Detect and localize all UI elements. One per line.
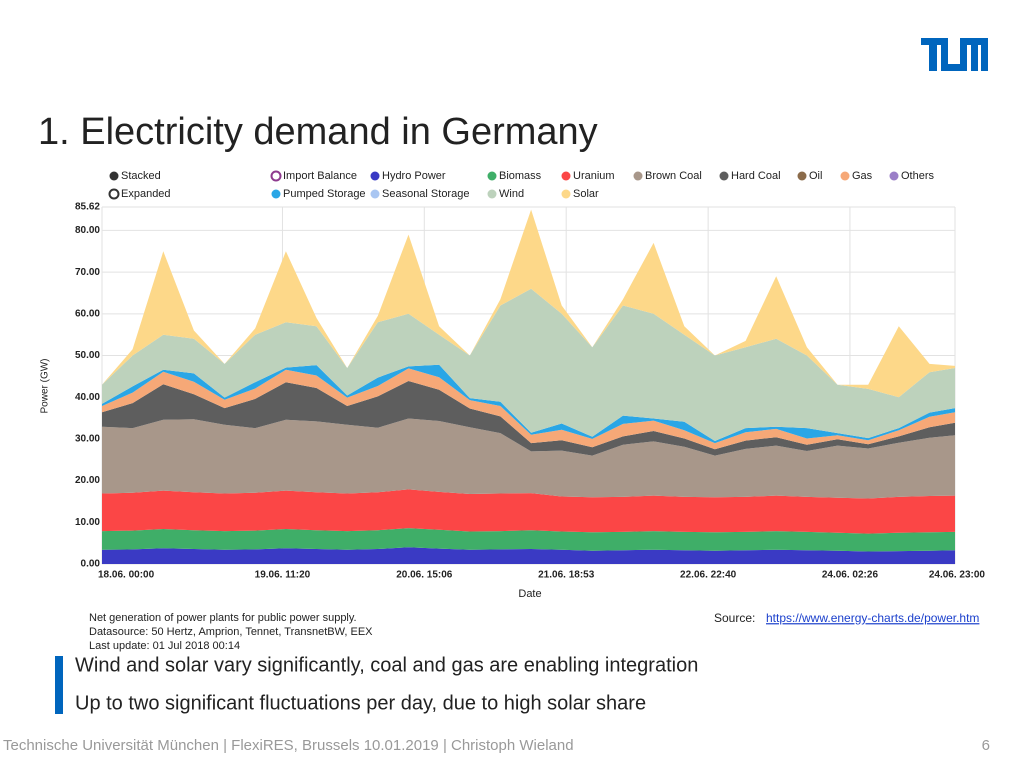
y-tick-label: 40.00 <box>75 392 100 403</box>
x-tick-label: 21.06. 18:53 <box>538 570 595 581</box>
legend-label: Stacked <box>121 170 161 182</box>
x-tick-label: 18.06. 00:00 <box>98 570 155 581</box>
area <box>102 288 955 441</box>
legend-marker <box>719 171 729 181</box>
legend-label: Expanded <box>121 188 171 200</box>
area <box>102 209 955 398</box>
page-number: 6 <box>982 737 990 754</box>
slide-title: 1. Electricity demand in Germany <box>38 111 598 153</box>
area <box>102 381 955 456</box>
legend-label: Brown Coal <box>645 170 702 182</box>
area <box>102 547 955 564</box>
y-tick-label: 85.62 <box>75 202 100 213</box>
legend-label: Wind <box>499 188 524 200</box>
x-tick-label: 20.06. 15:06 <box>396 570 453 581</box>
legend-label: Import Balance <box>283 170 357 182</box>
y-tick-label: 80.00 <box>75 225 100 236</box>
y-tick-label: 20.00 <box>75 475 100 486</box>
y-tick-label: 70.00 <box>75 267 100 278</box>
legend-marker <box>840 171 850 181</box>
y-tick-label: 30.00 <box>75 434 100 445</box>
note: Datasource: 50 Hertz, Amprion, Tennet, T… <box>89 626 373 638</box>
x-tick-label: 24.06. 02:26 <box>822 570 879 581</box>
y-tick-label: 0.00 <box>81 559 101 570</box>
y-tick-label: 10.00 <box>75 517 100 528</box>
legend-label: Pumped Storage <box>283 188 366 200</box>
x-tick-label: 22.06. 22:40 <box>680 570 737 581</box>
source-label: Source: <box>714 611 755 625</box>
legend-marker <box>561 189 571 199</box>
x-tick-label: 19.06. 11:20 <box>255 570 311 581</box>
note: Last update: 01 Jul 2018 00:14 <box>89 640 240 652</box>
x-axis-label: Date <box>518 588 541 600</box>
legend-label: Biomass <box>499 170 542 182</box>
legend-label: Hydro Power <box>382 170 446 182</box>
legend-marker <box>370 189 380 199</box>
legend-label: Uranium <box>573 170 615 182</box>
footer: Technische Universität München | FlexiRE… <box>3 737 574 754</box>
legend-label: Gas <box>852 170 873 182</box>
legend-marker <box>487 189 497 199</box>
legend-marker <box>487 171 497 181</box>
bullet: Up to two significant fluctuations per d… <box>75 692 646 714</box>
area <box>102 528 955 552</box>
bullet-bar <box>55 656 63 714</box>
note: Net generation of power plants for publi… <box>89 612 357 624</box>
area <box>102 418 955 499</box>
y-tick-label: 60.00 <box>75 308 100 319</box>
x-tick-label: 24.06. 23:00 <box>929 570 986 581</box>
legend-label: Seasonal Storage <box>382 188 469 200</box>
legend-label: Others <box>901 170 935 182</box>
tum-logo <box>921 38 988 71</box>
source-link[interactable]: https://www.energy-charts.de/power.htm <box>766 611 979 625</box>
y-tick-label: 50.00 <box>75 350 100 361</box>
bullet: Wind and solar vary significantly, coal … <box>75 654 698 676</box>
area <box>102 489 955 534</box>
y-axis-label: Power (GW) <box>40 359 51 414</box>
legend-marker <box>271 189 281 199</box>
legend-marker <box>108 188 120 200</box>
area <box>102 368 955 450</box>
legend-marker <box>889 171 899 181</box>
legend-label: Oil <box>809 170 822 182</box>
legend-label: Solar <box>573 188 599 200</box>
legend-marker <box>633 171 643 181</box>
legend-marker <box>370 171 380 181</box>
legend-label: Hard Coal <box>731 170 781 182</box>
legend-marker <box>797 171 807 181</box>
legend-marker <box>109 171 119 181</box>
legend-marker <box>561 171 571 181</box>
legend-marker <box>270 170 282 182</box>
